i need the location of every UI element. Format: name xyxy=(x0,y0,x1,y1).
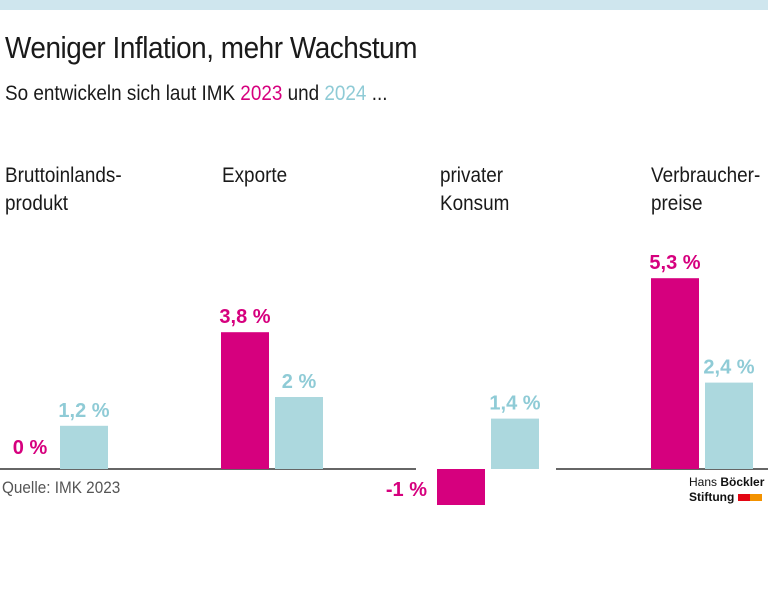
logo-text: Böckler xyxy=(720,475,765,489)
data-label: -1 % xyxy=(386,479,427,501)
logo-text: Stiftung xyxy=(689,490,735,504)
bar-2024 xyxy=(705,382,753,469)
data-label: 0 % xyxy=(13,437,48,459)
data-label: 1,2 % xyxy=(58,400,109,422)
bar-2024 xyxy=(491,418,539,469)
data-label: 2 % xyxy=(282,371,317,393)
bar-2024 xyxy=(275,397,323,469)
data-label: 5,3 % xyxy=(649,252,700,274)
category-label: Verbraucher- preise xyxy=(651,164,761,215)
category-label: Bruttoinlands- produkt xyxy=(5,164,122,215)
source-note: Quelle: IMK 2023 xyxy=(2,478,121,497)
hans-boeckler-logo: Hans Böckler Stiftung xyxy=(689,475,764,505)
logo-text: Hans xyxy=(689,475,721,489)
bar-2023 xyxy=(651,278,699,469)
subtitle-text: ... xyxy=(366,82,388,105)
bar-2023 xyxy=(221,332,269,469)
bar-2024 xyxy=(60,425,108,469)
subtitle-text: So entwickeln sich laut IMK xyxy=(5,82,241,105)
top-strip xyxy=(0,0,768,10)
legend-2024: 2024 xyxy=(324,82,367,105)
subtitle-text: und xyxy=(282,82,325,105)
chart-subtitle: So entwickeln sich laut IMK 2023 und 202… xyxy=(5,82,387,106)
legend-2023: 2023 xyxy=(240,82,283,105)
category-label: privater Konsum xyxy=(440,164,510,215)
data-label: 1,4 % xyxy=(489,393,540,415)
chart-title: Weniger Inflation, mehr Wachstum xyxy=(5,30,418,65)
bar-2023 xyxy=(437,469,485,505)
data-label: 2,4 % xyxy=(703,357,754,379)
category-label: Exporte xyxy=(222,164,288,187)
data-label: 3,8 % xyxy=(219,306,270,328)
